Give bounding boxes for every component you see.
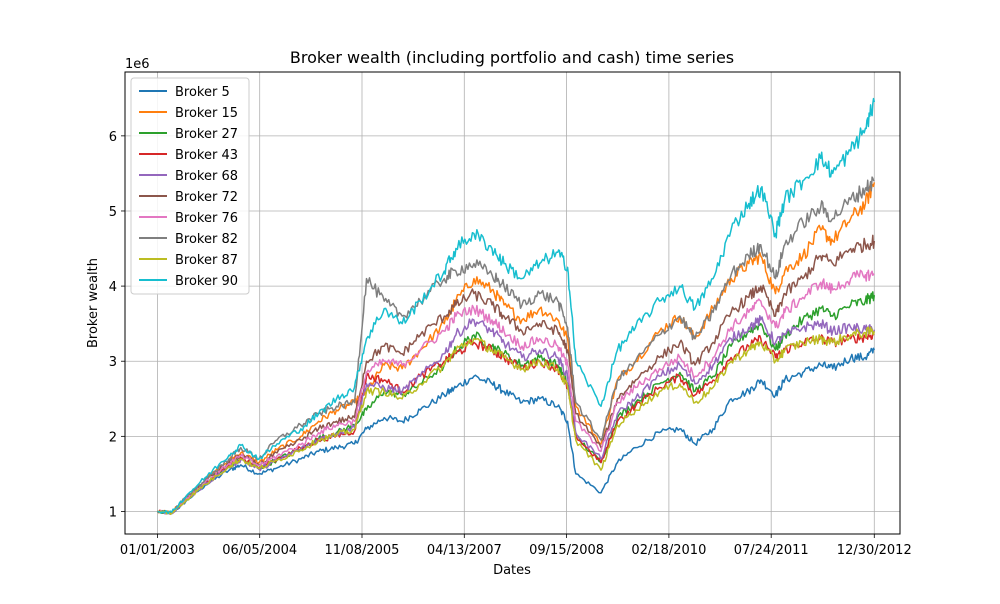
y-axis-ticks: 1 2 3 4 5 6: [109, 130, 125, 520]
y-tick-label: 4: [109, 280, 117, 295]
plot-area-frame: [124, 71, 901, 535]
x-axis-label: Dates: [493, 563, 531, 578]
series-line-broker-76: [157, 269, 875, 515]
x-tick-label: 06/05/2004: [222, 543, 297, 558]
legend-label: Broker 76: [175, 211, 238, 226]
legend: Broker 5 Broker 15 Broker 27 Broker 43 Broke…: [130, 77, 250, 295]
x-tick-label: 02/18/2010: [631, 543, 706, 558]
x-tick-label: 11/08/2005: [325, 543, 400, 558]
series-lines: [156, 97, 876, 516]
series-line-broker-87: [157, 326, 876, 516]
legend-label: Broker 87: [175, 253, 238, 268]
series-line-broker-68: [157, 314, 876, 516]
x-axis-ticks: 01/01/2003 06/05/2004 11/08/2005 04/13/2007…: [120, 534, 912, 558]
legend-label: Broker 82: [175, 232, 238, 247]
series-line-broker-15: [156, 182, 876, 514]
x-tick-label: 12/30/2012: [837, 543, 912, 558]
x-tick-label: 01/01/2003: [120, 543, 195, 558]
series-line-broker-72: [157, 234, 876, 514]
legend-label: Broker 15: [175, 106, 238, 121]
x-tick-label: 07/24/2011: [734, 543, 809, 558]
legend-label: Broker 27: [175, 127, 238, 142]
chart-title: Broker wealth (including portfolio and c…: [290, 48, 734, 67]
legend-label: Broker 5: [175, 85, 230, 100]
x-tick-label: 04/13/2007: [427, 543, 502, 558]
series-line-broker-43: [157, 331, 875, 515]
legend-label: Broker 68: [175, 169, 238, 184]
series-line-broker-5: [157, 347, 875, 515]
legend-label: Broker 72: [175, 190, 238, 205]
x-tick-label: 09/15/2008: [529, 543, 604, 558]
y-tick-label: 6: [109, 130, 117, 145]
y-axis-label: Broker wealth: [86, 258, 101, 348]
legend-label: Broker 90: [175, 274, 238, 289]
y-tick-label: 2: [109, 430, 117, 445]
y-tick-label: 1: [109, 505, 117, 520]
legend-label: Broker 43: [175, 148, 238, 163]
series-line-broker-90: [157, 97, 876, 515]
y-axis-scale-label: 1e6: [125, 57, 150, 72]
y-tick-label: 3: [109, 355, 117, 370]
series-line-broker-82: [157, 176, 875, 515]
y-tick-label: 5: [109, 205, 117, 220]
